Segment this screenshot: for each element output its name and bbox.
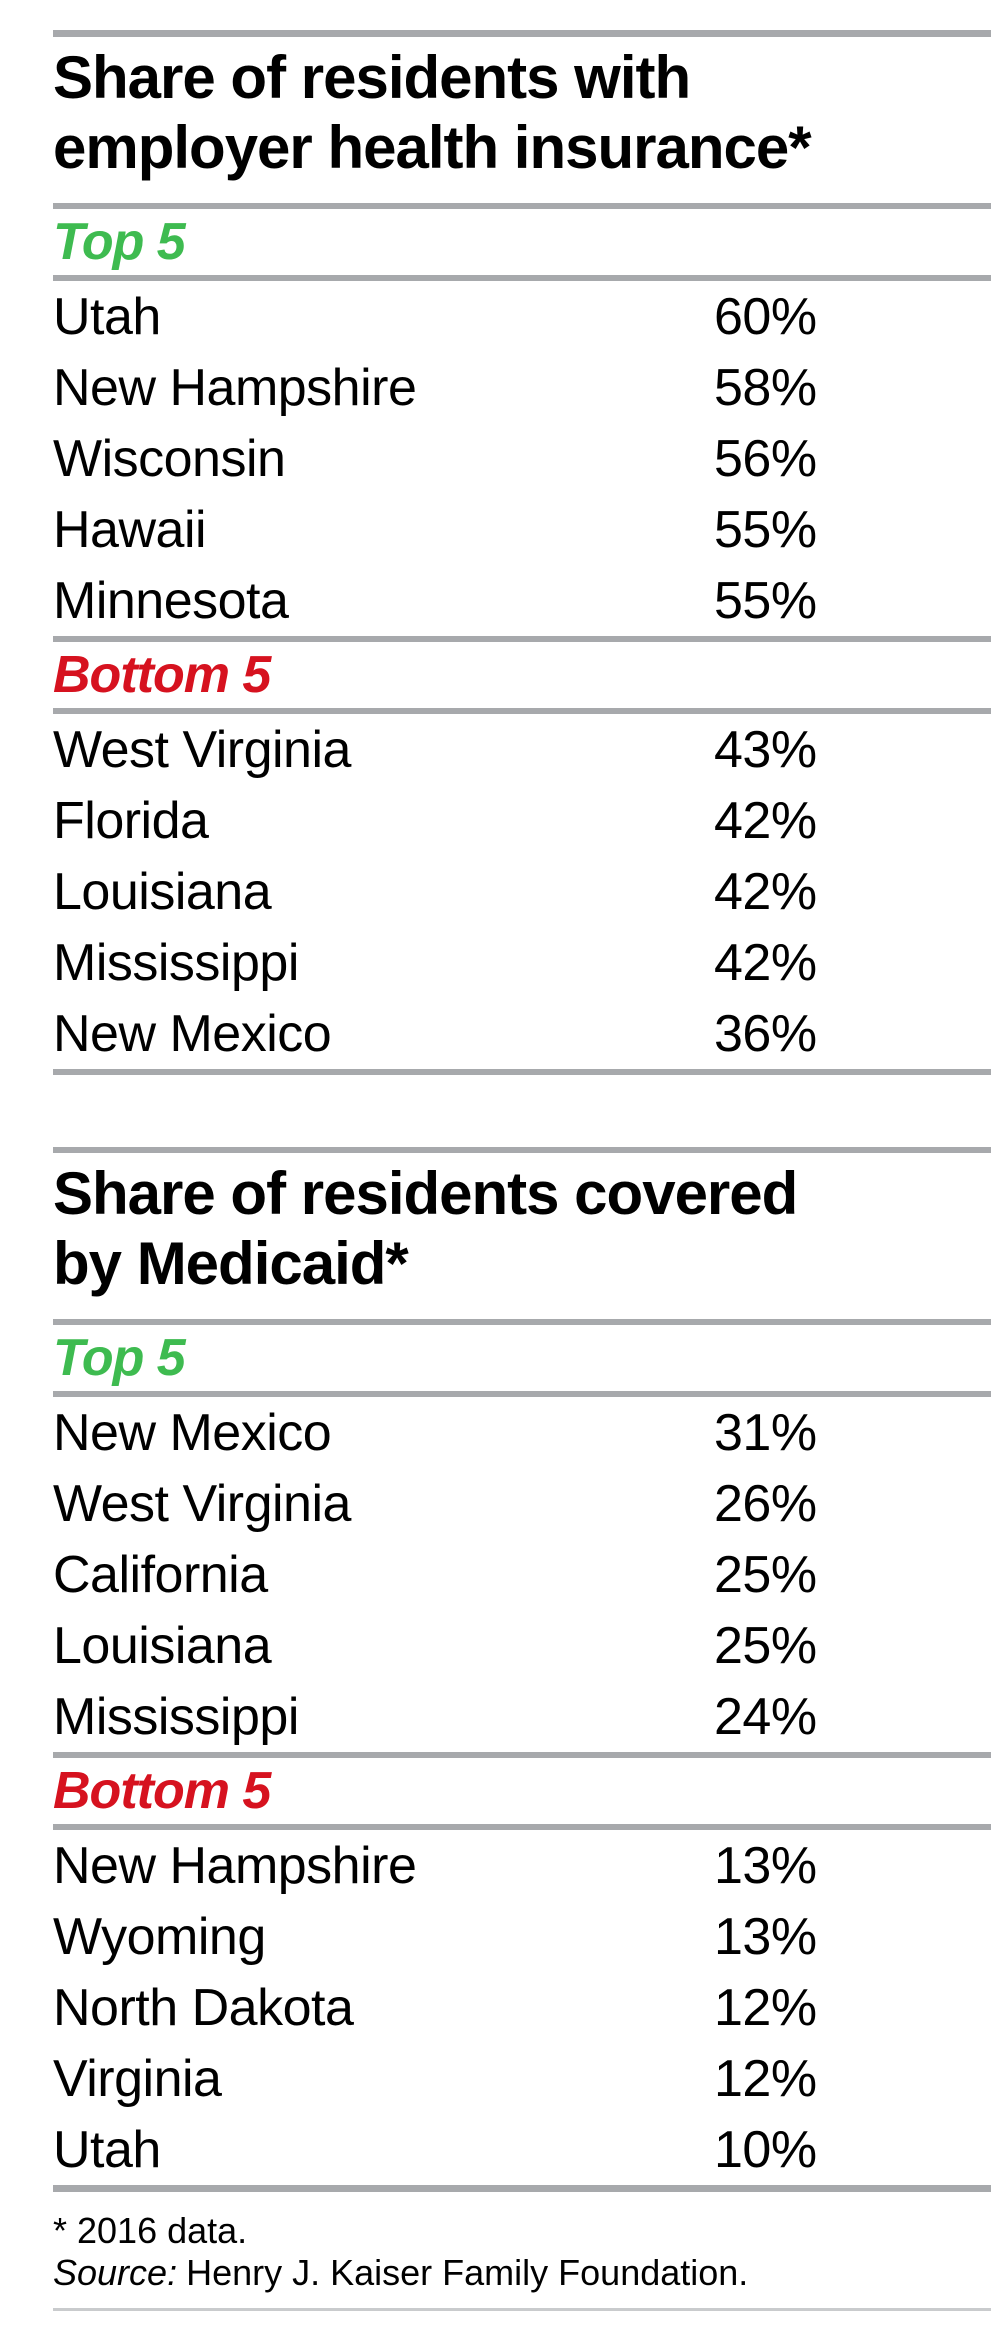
state-name: Mississippi — [53, 1687, 299, 1746]
state-value: 26% — [714, 1474, 817, 1533]
state-name: Florida — [53, 791, 209, 850]
bottom5-header-row: Bottom 5 — [53, 642, 991, 708]
table-row: North Dakota 12% — [53, 1972, 991, 2043]
table-row: West Virginia 43% — [53, 714, 991, 785]
state-name: Virginia — [53, 2049, 222, 2108]
footnotes: * 2016 data. Source: Henry J. Kaiser Fami… — [53, 2210, 991, 2294]
state-name: California — [53, 1545, 268, 1604]
state-name: Louisiana — [53, 862, 272, 921]
state-value: 36% — [714, 1004, 817, 1063]
bottom5-header-row: Bottom 5 — [53, 1758, 991, 1824]
state-name: Utah — [53, 287, 161, 346]
bottom-rule-wrap — [53, 2308, 991, 2311]
divider — [53, 2185, 991, 2192]
table-row: Mississippi 42% — [53, 927, 991, 998]
state-value: 24% — [714, 1687, 817, 1746]
state-name: West Virginia — [53, 1474, 351, 1533]
divider — [53, 1319, 991, 1325]
table-employer-insurance: Share of residents with employer health … — [53, 30, 991, 1075]
state-name: Utah — [53, 2120, 161, 2179]
source-text: Henry J. Kaiser Family Foundation. — [186, 2252, 749, 2293]
table-row: New Hampshire 13% — [53, 1830, 991, 1901]
table-medicaid-coverage: Share of residents covered by Medicaid* … — [53, 1147, 991, 2192]
footnote-source: Source: Henry J. Kaiser Family Foundation… — [53, 2252, 991, 2294]
top5-header-row: Top 5 — [53, 209, 991, 275]
state-name: Minnesota — [53, 571, 289, 630]
footnote-data-year: * 2016 data. — [53, 2210, 248, 2251]
table-row: Utah 10% — [53, 2114, 991, 2185]
table-row: Wisconsin 56% — [53, 423, 991, 494]
state-value: 31% — [714, 1403, 817, 1462]
state-name: Hawaii — [53, 500, 207, 559]
state-value: 60% — [714, 287, 817, 346]
state-value: 13% — [714, 1907, 817, 1966]
divider — [53, 708, 991, 714]
top5-label: Top 5 — [53, 1329, 186, 1387]
bottom5-label: Bottom 5 — [53, 646, 271, 704]
table-title: Share of residents with employer health … — [53, 43, 991, 183]
table-title-line2: employer health insurance* — [53, 114, 812, 181]
divider — [53, 1824, 991, 1830]
state-name: Wisconsin — [53, 429, 286, 488]
table-row: Louisiana 25% — [53, 1610, 991, 1681]
state-name: New Hampshire — [53, 1836, 417, 1895]
table-row: Wyoming 13% — [53, 1901, 991, 1972]
bottom-divider — [53, 2308, 991, 2311]
table-row: Florida 42% — [53, 785, 991, 856]
divider — [53, 1752, 991, 1758]
state-name: Louisiana — [53, 1616, 272, 1675]
state-name: North Dakota — [53, 1978, 354, 2037]
table-title-line1: Share of residents covered — [53, 1160, 798, 1227]
divider — [53, 1147, 991, 1153]
divider — [53, 275, 991, 281]
state-value: 58% — [714, 358, 817, 417]
state-value: 12% — [714, 1978, 817, 2037]
table-row: California 25% — [53, 1539, 991, 1610]
table-row: Minnesota 55% — [53, 565, 991, 636]
table-title: Share of residents covered by Medicaid* — [53, 1159, 991, 1299]
state-value: 43% — [714, 720, 817, 779]
state-value: 25% — [714, 1545, 817, 1604]
state-name: West Virginia — [53, 720, 351, 779]
state-value: 42% — [714, 933, 817, 992]
source-label: Source: — [53, 2252, 178, 2293]
table-row: Virginia 12% — [53, 2043, 991, 2114]
table-row: West Virginia 26% — [53, 1468, 991, 1539]
table-row: Mississippi 24% — [53, 1681, 991, 1752]
bottom5-label: Bottom 5 — [53, 1762, 271, 1820]
table-row: Louisiana 42% — [53, 856, 991, 927]
table-title-line1: Share of residents with — [53, 44, 691, 111]
state-value: 56% — [714, 429, 817, 488]
state-value: 13% — [714, 1836, 817, 1895]
state-value: 55% — [714, 571, 817, 630]
state-name: New Hampshire — [53, 358, 417, 417]
table-row: Hawaii 55% — [53, 494, 991, 565]
table-row: Utah 60% — [53, 281, 991, 352]
section-gap — [53, 1075, 991, 1147]
divider — [53, 636, 991, 642]
state-value: 12% — [714, 2049, 817, 2108]
state-value: 25% — [714, 1616, 817, 1675]
divider — [53, 203, 991, 209]
top5-label: Top 5 — [53, 213, 186, 271]
state-value: 55% — [714, 500, 817, 559]
state-name: Mississippi — [53, 933, 299, 992]
state-value: 42% — [714, 862, 817, 921]
state-value: 42% — [714, 791, 817, 850]
table-row: New Mexico 31% — [53, 1397, 991, 1468]
divider — [53, 1069, 991, 1075]
table-title-line2: by Medicaid* — [53, 1230, 409, 1297]
state-value: 10% — [714, 2120, 817, 2179]
table-row: New Hampshire 58% — [53, 352, 991, 423]
divider — [53, 1391, 991, 1397]
state-name: New Mexico — [53, 1004, 332, 1063]
top5-header-row: Top 5 — [53, 1325, 991, 1391]
state-name: Wyoming — [53, 1907, 266, 1966]
table-row: New Mexico 36% — [53, 998, 991, 1069]
divider — [53, 30, 991, 37]
state-name: New Mexico — [53, 1403, 332, 1462]
